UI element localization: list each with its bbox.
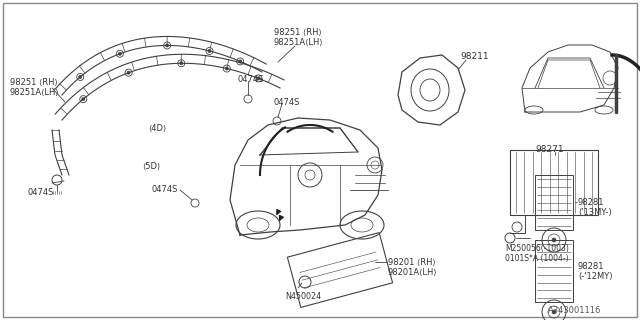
Circle shape xyxy=(127,71,130,74)
Text: 0101S*A (1004-): 0101S*A (1004-) xyxy=(505,254,568,263)
Circle shape xyxy=(552,238,556,242)
Text: 98281: 98281 xyxy=(578,262,605,271)
Text: 98251 ⟨RH⟩: 98251 ⟨RH⟩ xyxy=(10,78,58,87)
Text: ('13MY-): ('13MY-) xyxy=(578,208,612,217)
Text: 98281: 98281 xyxy=(578,198,605,207)
Circle shape xyxy=(225,67,228,70)
Text: ⟨4D⟩: ⟨4D⟩ xyxy=(148,124,166,133)
Text: ⟨5D⟩: ⟨5D⟩ xyxy=(142,162,160,171)
Circle shape xyxy=(166,44,169,47)
Circle shape xyxy=(79,76,82,78)
Circle shape xyxy=(118,52,122,55)
Text: M250056(-1003): M250056(-1003) xyxy=(505,244,569,253)
Text: 0474S: 0474S xyxy=(152,185,179,194)
Text: 98201A⟨LH⟩: 98201A⟨LH⟩ xyxy=(388,268,438,277)
Text: 98251A⟨LH⟩: 98251A⟨LH⟩ xyxy=(274,38,324,47)
Circle shape xyxy=(82,98,84,100)
Bar xyxy=(510,150,598,215)
Text: N450024: N450024 xyxy=(285,292,321,301)
Circle shape xyxy=(208,50,211,52)
Text: 98251 ⟨RH⟩: 98251 ⟨RH⟩ xyxy=(274,28,322,37)
Text: 98211: 98211 xyxy=(460,52,488,61)
Text: 98201 ⟨RH⟩: 98201 ⟨RH⟩ xyxy=(388,258,436,267)
Bar xyxy=(535,240,573,302)
Circle shape xyxy=(180,62,183,65)
Text: 98251A⟨LH⟩: 98251A⟨LH⟩ xyxy=(10,88,60,97)
Text: 0474S: 0474S xyxy=(238,75,264,84)
Text: A343001116: A343001116 xyxy=(548,306,602,315)
Bar xyxy=(535,175,573,230)
Circle shape xyxy=(552,310,556,314)
Text: 0474S: 0474S xyxy=(274,98,300,107)
Text: 98271: 98271 xyxy=(535,145,564,154)
Circle shape xyxy=(239,60,242,63)
Text: 0474S: 0474S xyxy=(28,188,54,197)
Text: (-'12MY): (-'12MY) xyxy=(578,272,612,281)
Circle shape xyxy=(257,77,260,80)
